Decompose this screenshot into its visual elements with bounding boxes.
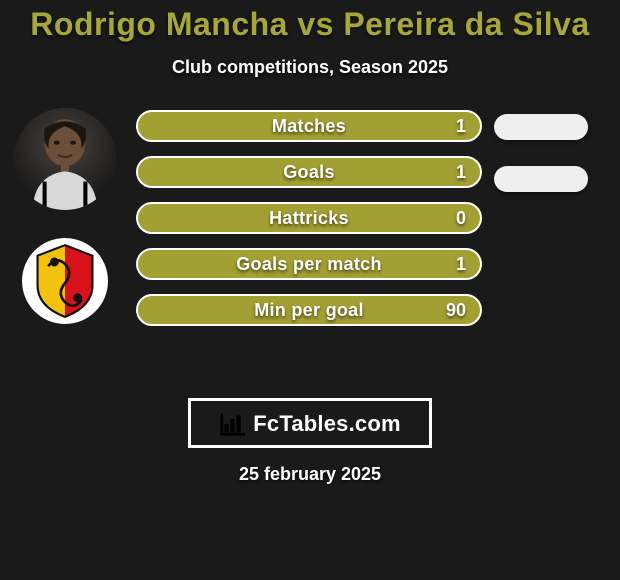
stat-bar: Hattricks0 [136,202,482,234]
brand-box[interactable]: FcTables.com [188,398,431,448]
club-badge-icon [32,243,98,319]
stat-value: 1 [456,254,466,275]
stat-bar: Goals1 [136,156,482,188]
stat-label: Hattricks [152,208,466,229]
club-badge [22,238,108,324]
stat-bars: Matches1Goals1Hattricks0Goals per match1… [136,110,482,326]
stat-value: 1 [456,116,466,137]
comparison-card: Rodrigo Mancha vs Pereira da Silva Club … [0,0,620,580]
stat-value: 0 [456,208,466,229]
stat-value: 90 [446,300,466,321]
subtitle: Club competitions, Season 2025 [172,57,448,78]
avatar-placeholder-icon [14,108,116,210]
player-avatar [14,108,116,210]
comparison-pill [494,114,588,140]
page-title: Rodrigo Mancha vs Pereira da Silva [30,6,589,43]
stat-label: Goals per match [152,254,466,275]
date-text: 25 february 2025 [239,464,381,485]
content-area: Matches1Goals1Hattricks0Goals per match1… [0,108,620,368]
brand-text: FcTables.com [253,411,400,437]
stat-bar: Matches1 [136,110,482,142]
player-column [0,108,130,324]
stat-label: Matches [152,116,466,137]
stat-bar: Min per goal90 [136,294,482,326]
comparison-pill [494,166,588,192]
stat-label: Goals [152,162,466,183]
stat-label: Min per goal [152,300,466,321]
bar-chart-icon [219,412,247,436]
stat-bar: Goals per match1 [136,248,482,280]
stat-value: 1 [456,162,466,183]
